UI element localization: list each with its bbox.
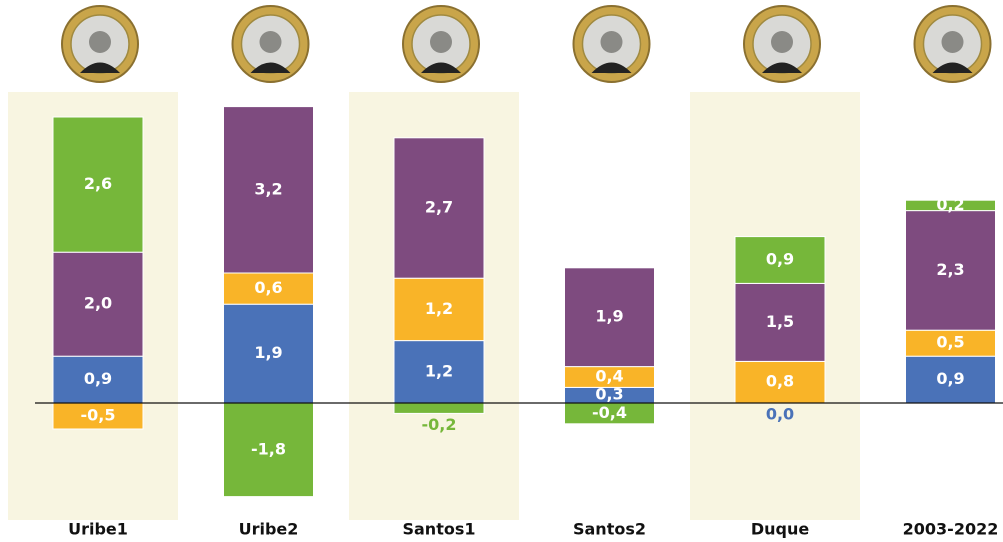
portrait-head xyxy=(89,31,111,53)
value-label: 0,2 xyxy=(936,195,964,214)
value-label: 2,7 xyxy=(425,198,453,217)
x-tick-label: Duque xyxy=(751,520,810,539)
value-label: 0,9 xyxy=(766,250,794,269)
value-label: 0,9 xyxy=(84,369,112,388)
portrait-head xyxy=(942,31,964,53)
value-label: 2,3 xyxy=(936,260,964,279)
value-label: 1,9 xyxy=(595,307,623,326)
x-tick-label: Uribe1 xyxy=(68,520,128,539)
value-label: 3,2 xyxy=(254,179,282,198)
portrait-head xyxy=(771,31,793,53)
x-tick-label: Santos2 xyxy=(573,520,646,539)
value-label: 2,0 xyxy=(84,294,112,313)
value-label: 0,6 xyxy=(254,278,282,297)
value-label: 1,9 xyxy=(254,343,282,362)
value-label: -0,5 xyxy=(81,406,116,425)
portraits xyxy=(62,6,991,82)
x-tick-label: Uribe2 xyxy=(239,520,299,539)
value-label: 0,8 xyxy=(766,372,794,391)
value-label: 1,2 xyxy=(425,299,453,318)
value-label: -0,2 xyxy=(422,415,457,434)
portrait-head xyxy=(601,31,623,53)
value-label: 0,9 xyxy=(936,369,964,388)
portrait-head xyxy=(260,31,282,53)
value-label: 1,5 xyxy=(766,312,794,331)
portrait-head xyxy=(430,31,452,53)
bar-segment xyxy=(394,403,484,413)
value-label: 0,4 xyxy=(595,367,623,386)
value-label: -1,8 xyxy=(251,439,286,458)
value-label: 2,6 xyxy=(84,174,112,193)
x-tick-label: 2003-2022 xyxy=(903,520,999,539)
chart: Uribe1 0,9 -0,5 2,0 2,6 Uribe2 1,9 0,6 3,2 -1,8 Sa… xyxy=(0,0,1003,542)
value-label: 1,2 xyxy=(425,361,453,380)
value-label: 0,5 xyxy=(936,333,964,352)
value-label: -0,4 xyxy=(592,403,627,422)
value-label: 0,0 xyxy=(766,405,794,424)
x-tick-label: Santos1 xyxy=(402,520,475,539)
